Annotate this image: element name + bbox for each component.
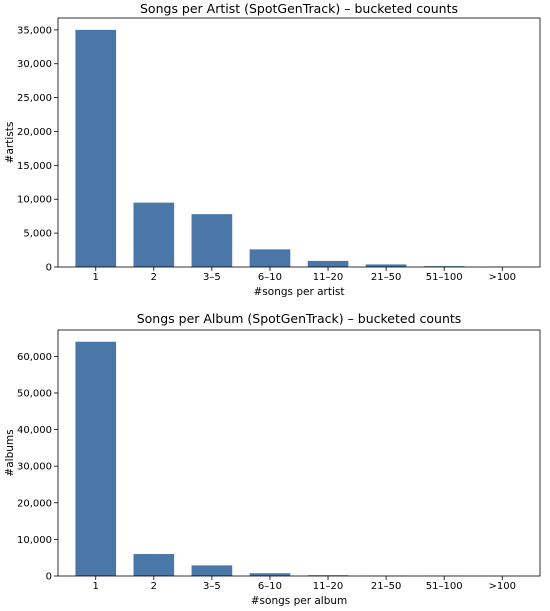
x-axis-label: #songs per album xyxy=(251,595,348,607)
x-tick-label: 3–5 xyxy=(203,581,221,592)
y-tick-label: 30,000 xyxy=(17,59,52,70)
x-tick-label: 6–10 xyxy=(258,581,282,592)
chart-title: Songs per Artist (SpotGenTrack) – bucket… xyxy=(140,1,458,16)
y-tick-label: 25,000 xyxy=(17,93,52,104)
y-tick-label: 5,000 xyxy=(23,229,52,240)
bar-album-3 xyxy=(249,573,291,576)
x-tick-label: 11–20 xyxy=(313,581,343,592)
x-tick-label: 1 xyxy=(93,272,99,283)
bar-artist-4 xyxy=(307,260,349,267)
y-tick-label: 0 xyxy=(46,263,52,274)
chart-songs-per-album: Songs per Album (SpotGenTrack) – buckete… xyxy=(4,311,541,607)
y-tick-label: 40,000 xyxy=(17,425,52,436)
bar-artist-3 xyxy=(249,249,291,267)
x-tick-label: >100 xyxy=(489,581,516,592)
x-tick-label: 3–5 xyxy=(203,272,221,283)
x-tick-label: 6–10 xyxy=(258,272,282,283)
plot-frame xyxy=(57,17,541,268)
y-tick-label: 10,000 xyxy=(17,535,52,546)
y-tick-label: 30,000 xyxy=(17,462,52,473)
y-axis-label: #artists xyxy=(4,122,16,164)
bar-album-1 xyxy=(133,554,175,576)
y-tick-label: 15,000 xyxy=(17,161,52,172)
y-tick-label: 10,000 xyxy=(17,195,52,206)
x-tick-label: 11–20 xyxy=(313,272,343,283)
bar-artist-6 xyxy=(423,266,465,267)
plot-frame xyxy=(57,329,541,577)
y-tick-label: 20,000 xyxy=(17,498,52,509)
chart-songs-per-artist: Songs per Artist (SpotGenTrack) – bucket… xyxy=(4,1,541,298)
bar-artist-0 xyxy=(75,29,117,267)
y-tick-label: 20,000 xyxy=(17,127,52,138)
bar-album-2 xyxy=(191,565,233,576)
y-tick-label: 35,000 xyxy=(17,25,52,36)
x-tick-label: 1 xyxy=(93,581,99,592)
x-tick-label: >100 xyxy=(489,272,516,283)
x-tick-label: 2 xyxy=(151,581,157,592)
x-axis-label: #songs per artist xyxy=(254,286,345,298)
y-axis-label: #albums xyxy=(4,429,16,476)
x-tick-label: 21–50 xyxy=(371,272,401,283)
y-tick-label: 60,000 xyxy=(17,352,52,363)
bar-artist-5 xyxy=(365,264,407,267)
bar-artist-2 xyxy=(191,214,233,267)
chart-title: Songs per Album (SpotGenTrack) – buckete… xyxy=(137,311,462,326)
bar-artist-1 xyxy=(133,202,175,267)
bar-album-0 xyxy=(75,341,117,576)
x-tick-label: 2 xyxy=(151,272,157,283)
x-tick-label: 51–100 xyxy=(426,581,463,592)
y-tick-label: 50,000 xyxy=(17,388,52,399)
y-tick-label: 0 xyxy=(46,572,52,583)
x-tick-label: 21–50 xyxy=(371,581,401,592)
x-tick-label: 51–100 xyxy=(426,272,463,283)
